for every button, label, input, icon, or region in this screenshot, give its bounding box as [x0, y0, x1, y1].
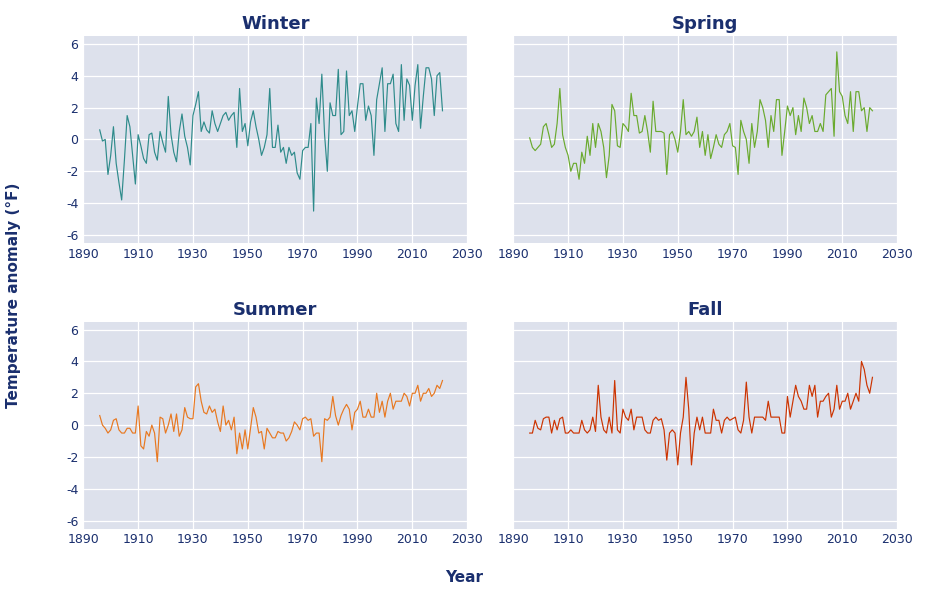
Title: Spring: Spring: [671, 15, 738, 33]
Title: Fall: Fall: [687, 301, 722, 319]
Title: Summer: Summer: [233, 301, 317, 319]
Text: Year: Year: [445, 570, 482, 585]
Text: Temperature anomaly (°F): Temperature anomaly (°F): [6, 183, 21, 408]
Title: Winter: Winter: [241, 15, 309, 33]
